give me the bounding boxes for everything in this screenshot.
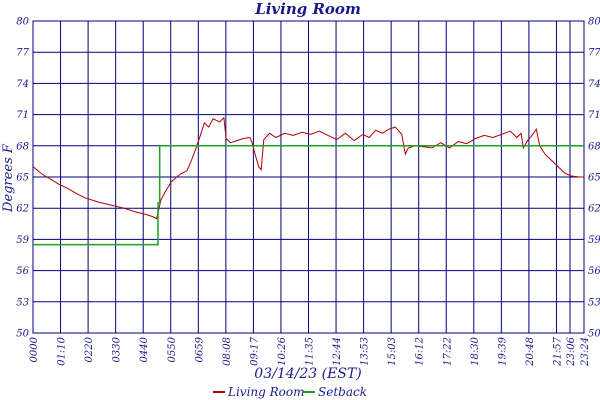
legend-label: Living Room [227,385,305,399]
y-tick-label-right: 77 [588,48,600,59]
legend-label: Setback [318,385,367,399]
series-group [32,116,584,246]
x-tick-label: 12:44 [332,337,343,366]
x-tick-label: 19:39 [497,336,508,365]
x-tick-label: 01:10 [57,336,68,365]
x-tick-label: 10:26 [277,336,288,365]
x-tick-label: 0220 [84,336,95,362]
chart-title: Living Room [254,0,361,18]
y-axis-left: 50 53 56 59 62 65 68 71 74 77 80 [16,17,29,340]
y-tick-label-left: 59 [16,235,29,246]
x-tick-label: 0000 [29,336,40,362]
y-axis-right: 50 53 56 59 62 65 68 71 74 77 80 [588,17,600,340]
y-tick-label-right: 53 [588,297,600,308]
y-tick-label-right: 56 [588,266,600,277]
legend: Living Room Setback [213,385,367,399]
x-tick-label: 08:08 [222,337,233,366]
x-tick-label: 23:24 [580,337,591,367]
y-tick-label-left: 71 [16,110,29,121]
x-tick-label: 0440 [139,336,150,362]
series-line-setback [33,145,584,246]
y-tick-label-right: 65 [588,173,600,184]
y-tick-label-left: 68 [16,141,29,152]
grid [32,20,585,334]
x-tick-label: 20:48 [525,337,536,367]
x-axis: 0000 01:10 0220 0330 0440 0550 0659 08:08 09:17 1… [29,336,591,366]
x-tick-label: 0659 [194,336,205,362]
x-tick-label: 17:22 [442,337,453,366]
y-tick-label-right: 68 [588,141,600,152]
y-tick-label-right: 71 [588,110,600,121]
y-tick-label-right: 74 [588,79,600,90]
x-tick-label: 11:35 [305,337,316,366]
y-tick-label-left: 74 [16,79,29,90]
series-line-living-room [32,116,584,220]
y-tick-label-left: 80 [16,17,29,28]
y-tick-label-left: 62 [16,204,29,215]
y-axis-label: Degrees F [1,143,16,213]
x-tick-label: 16:12 [415,337,426,366]
x-tick-label: 18:30 [470,336,481,365]
x-axis-label: 03/14/23 (EST) [254,366,361,382]
x-tick-label: 23:06 [566,336,577,366]
x-tick-label: 09:17 [249,336,260,365]
y-tick-label-left: 56 [16,266,29,277]
y-tick-label-right: 80 [588,17,600,28]
x-tick-label: 0550 [167,336,178,362]
y-tick-label-right: 62 [588,204,600,215]
x-tick-label: 0330 [112,336,123,362]
y-tick-label-right: 59 [588,235,600,246]
x-tick-label: 21:57 [552,336,563,366]
y-tick-label-left: 65 [16,173,29,184]
y-tick-label-right: 50 [588,329,600,340]
y-tick-label-left: 50 [16,329,29,340]
x-tick-label: 13:53 [360,337,371,366]
y-tick-label-left: 77 [16,48,29,59]
x-tick-label: 15:03 [387,337,398,366]
y-tick-label-left: 53 [16,297,29,308]
